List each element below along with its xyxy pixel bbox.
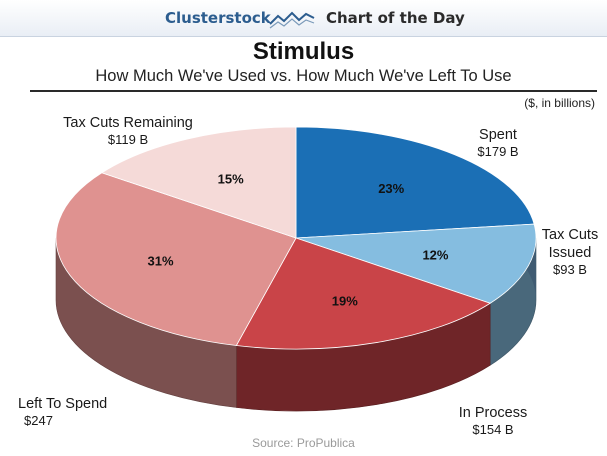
slice-tax-cuts-issued — [295, 223, 537, 304]
slice-spent — [295, 126, 535, 239]
slice-value-label: $119 B — [108, 132, 148, 147]
percent-label: 12% — [422, 248, 448, 263]
source-note: Source: ProPublica — [252, 436, 355, 450]
trend-line-icon — [269, 11, 315, 29]
slice-value-label: $93 B — [553, 262, 587, 277]
slice-labels: Spent$179 B Tax Cuts Issued$93 B In Process… — [18, 115, 598, 437]
slice-value-label: $154 B — [472, 422, 513, 437]
percent-labels: 23% 12% 19% 31% 15% — [147, 172, 448, 309]
slice-name-label: Spent — [479, 127, 517, 143]
units-note: ($, in billions) — [524, 96, 595, 110]
slice-value-label: $247 — [24, 413, 53, 428]
slice-name-label: Tax Cuts Remaining — [63, 115, 193, 131]
header-banner: Clusterstock Chart of the Day — [0, 0, 607, 37]
slice-name-label: In Process — [459, 405, 528, 421]
slice-name-label: Tax Cuts — [542, 227, 598, 243]
slice-value-label: $179 B — [477, 144, 518, 159]
slice-left-to-spend — [55, 172, 297, 346]
slice-name-label: Issued — [549, 245, 592, 261]
slice-in-process — [235, 237, 492, 350]
chart-subtitle: How Much We've Used vs. How Much We've L… — [95, 67, 512, 85]
percent-label: 23% — [378, 181, 404, 196]
brand-name: Clusterstock — [165, 9, 271, 27]
title-divider — [30, 90, 597, 92]
percent-label: 31% — [147, 254, 173, 269]
percent-label: 19% — [332, 294, 358, 309]
pie-slices — [55, 126, 537, 350]
slice-name-label: Left To Spend — [18, 396, 107, 412]
feature-label: Chart of the Day — [326, 9, 465, 27]
slice-tax-cuts-remaining — [100, 126, 297, 239]
chart-title: Stimulus — [252, 38, 355, 65]
percent-label: 15% — [218, 172, 244, 187]
